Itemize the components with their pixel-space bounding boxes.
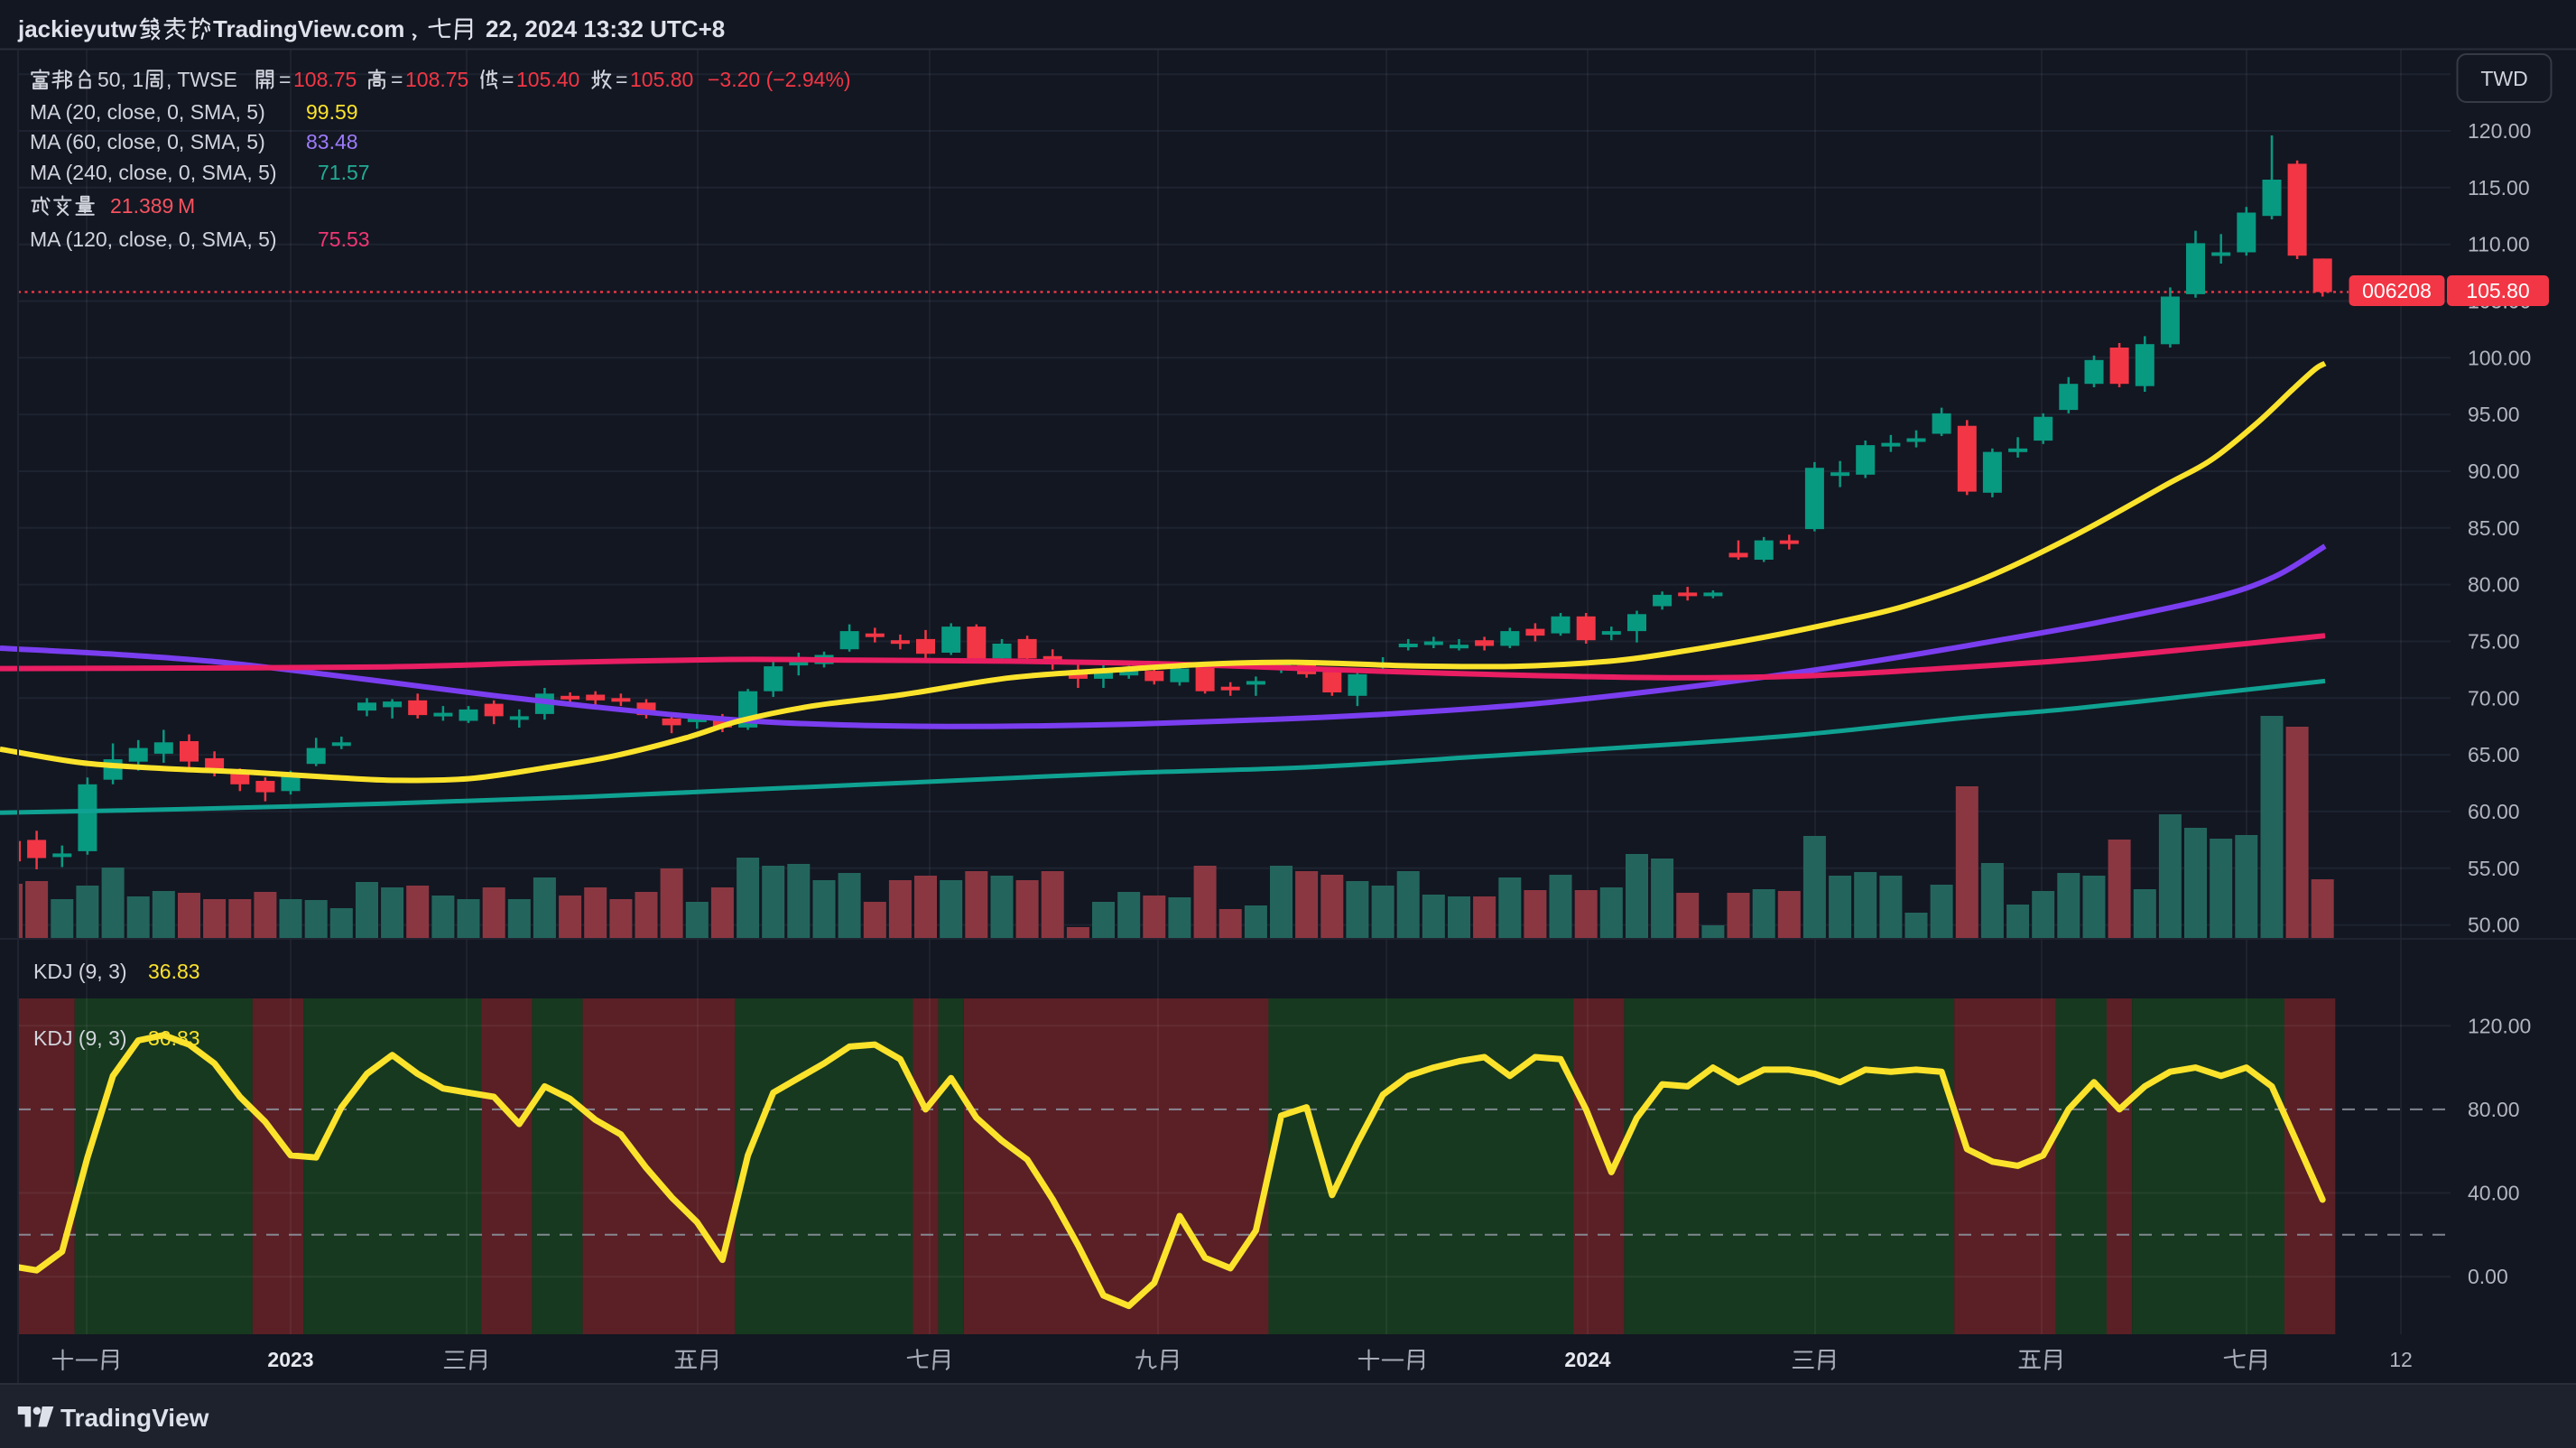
svg-text:85.00: 85.00	[2468, 516, 2520, 540]
svg-text:=: =	[616, 68, 627, 91]
svg-text:105.80: 105.80	[2466, 279, 2529, 302]
svg-text:2023: 2023	[267, 1348, 313, 1371]
svg-text:22, 2024 13:32 UTC+8: 22, 2024 13:32 UTC+8	[486, 15, 725, 42]
svg-text:50, 1: 50, 1	[97, 68, 144, 91]
svg-text:99.59: 99.59	[306, 100, 358, 124]
svg-text:, TWSE: , TWSE	[166, 68, 237, 91]
svg-text:TradingView.com: TradingView.com	[213, 15, 404, 42]
svg-text:110.00: 110.00	[2468, 233, 2530, 256]
svg-text:80.00: 80.00	[2468, 573, 2520, 597]
svg-text:60.00: 60.00	[2468, 800, 2520, 823]
svg-text:120.00: 120.00	[2468, 119, 2531, 143]
svg-text:108.75: 108.75	[405, 68, 468, 91]
svg-text:70.00: 70.00	[2468, 686, 2520, 710]
svg-text:108.75: 108.75	[293, 68, 357, 91]
svg-text:MA (240, close, 0, SMA, 5): MA (240, close, 0, SMA, 5)	[30, 161, 277, 184]
svg-text:65.00: 65.00	[2468, 743, 2520, 766]
svg-text:MA (20, close, 0, SMA, 5): MA (20, close, 0, SMA, 5)	[30, 100, 265, 124]
svg-text:115.00: 115.00	[2468, 176, 2530, 200]
svg-text:jackieyutw: jackieyutw	[17, 15, 137, 42]
svg-text:0.00: 0.00	[2468, 1265, 2508, 1288]
svg-text:21.389 M: 21.389 M	[110, 194, 195, 218]
svg-text:90.00: 90.00	[2468, 459, 2520, 483]
svg-text:MA (120, close, 0, SMA, 5): MA (120, close, 0, SMA, 5)	[30, 227, 277, 251]
svg-text:12: 12	[2389, 1348, 2413, 1371]
svg-text:40.00: 40.00	[2468, 1182, 2520, 1205]
svg-text:=: =	[502, 68, 514, 91]
svg-text:KDJ (9, 3): KDJ (9, 3)	[33, 1026, 127, 1050]
svg-text:36.83: 36.83	[148, 960, 200, 983]
svg-text:83.48: 83.48	[306, 130, 358, 153]
svg-text:120.00: 120.00	[2468, 1014, 2531, 1037]
svg-text:2024: 2024	[1564, 1348, 1610, 1371]
svg-text:006208: 006208	[2362, 279, 2432, 302]
svg-text:75.53: 75.53	[318, 227, 370, 251]
svg-text:36.83: 36.83	[148, 1026, 200, 1050]
svg-text:TradingView: TradingView	[60, 1404, 209, 1432]
svg-text:=: =	[391, 68, 403, 91]
svg-text:TWD: TWD	[2480, 67, 2527, 90]
svg-text:95.00: 95.00	[2468, 403, 2520, 426]
svg-text:50.00: 50.00	[2468, 914, 2520, 937]
svg-text:105.40: 105.40	[516, 68, 579, 91]
svg-text:100.00: 100.00	[2468, 346, 2531, 369]
svg-text:75.00: 75.00	[2468, 629, 2520, 653]
svg-text:=: =	[279, 68, 291, 91]
svg-text:MA (60, close, 0, SMA, 5): MA (60, close, 0, SMA, 5)	[30, 130, 265, 153]
svg-text:55.00: 55.00	[2468, 857, 2520, 880]
svg-text:71.57: 71.57	[318, 161, 370, 184]
svg-text:105.80: 105.80	[630, 68, 693, 91]
svg-text:80.00: 80.00	[2468, 1098, 2520, 1121]
svg-text:KDJ (9, 3): KDJ (9, 3)	[33, 960, 127, 983]
svg-text:−3.20 (−2.94%): −3.20 (−2.94%)	[708, 68, 851, 91]
